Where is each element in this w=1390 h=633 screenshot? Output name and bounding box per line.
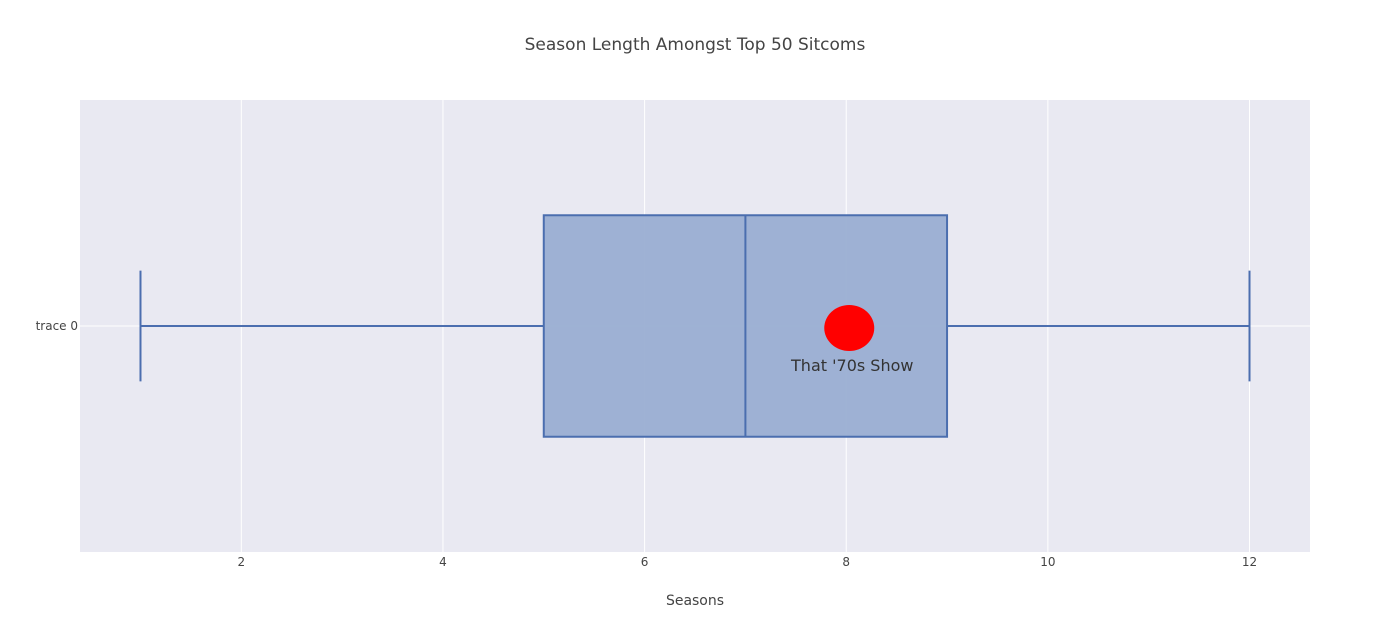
x-tick-label-6: 6 — [641, 555, 649, 569]
x-tick-label-12: 12 — [1242, 555, 1257, 569]
x-axis-title: Seasons — [666, 593, 724, 609]
x-tick-label-2: 2 — [237, 555, 245, 569]
chart-title: Season Length Amongst Top 50 Sitcoms — [525, 35, 866, 55]
annotations: That '70s Show — [790, 305, 913, 375]
annotation-label: That '70s Show — [790, 356, 913, 375]
x-axis-ticks: 2 4 6 8 10 12 — [237, 555, 1257, 569]
annotation-marker — [824, 305, 875, 351]
x-tick-label-10: 10 — [1040, 555, 1055, 569]
x-tick-label-8: 8 — [842, 555, 850, 569]
x-tick-label-4: 4 — [439, 555, 447, 569]
y-category-label: trace 0 — [36, 319, 78, 333]
y-axis-categories: trace 0 — [36, 319, 78, 333]
box-trace — [139, 214, 1251, 438]
